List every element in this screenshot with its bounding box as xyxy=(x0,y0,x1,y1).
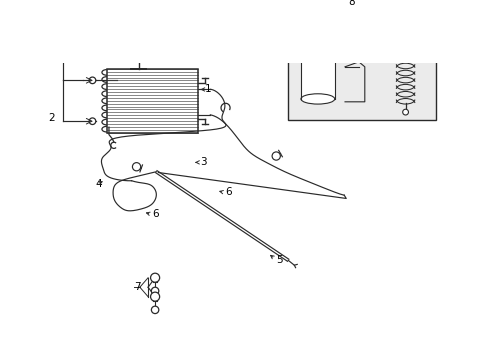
Text: 6: 6 xyxy=(152,209,159,219)
Circle shape xyxy=(151,306,159,314)
Circle shape xyxy=(271,152,280,160)
Circle shape xyxy=(89,77,96,84)
Text: 7: 7 xyxy=(134,282,141,292)
Circle shape xyxy=(132,163,141,171)
Circle shape xyxy=(151,287,159,294)
Circle shape xyxy=(356,43,360,48)
Ellipse shape xyxy=(419,35,428,41)
Ellipse shape xyxy=(300,33,334,44)
Text: 1: 1 xyxy=(204,85,211,94)
Circle shape xyxy=(345,43,349,48)
Text: 4: 4 xyxy=(96,179,102,189)
Text: 6: 6 xyxy=(224,188,231,197)
Text: 3: 3 xyxy=(200,157,206,167)
Bar xyxy=(300,36,334,99)
Text: 8: 8 xyxy=(348,0,355,7)
Text: 5: 5 xyxy=(275,255,282,265)
Ellipse shape xyxy=(300,26,334,36)
Circle shape xyxy=(356,28,361,33)
Circle shape xyxy=(150,273,159,282)
Circle shape xyxy=(89,118,96,125)
Circle shape xyxy=(150,292,159,301)
Circle shape xyxy=(128,27,133,33)
Bar xyxy=(107,69,197,133)
Text: 2: 2 xyxy=(48,113,55,123)
Bar xyxy=(287,15,436,120)
Circle shape xyxy=(345,28,350,33)
Bar xyxy=(107,69,197,133)
Ellipse shape xyxy=(300,94,334,104)
Circle shape xyxy=(402,109,407,115)
